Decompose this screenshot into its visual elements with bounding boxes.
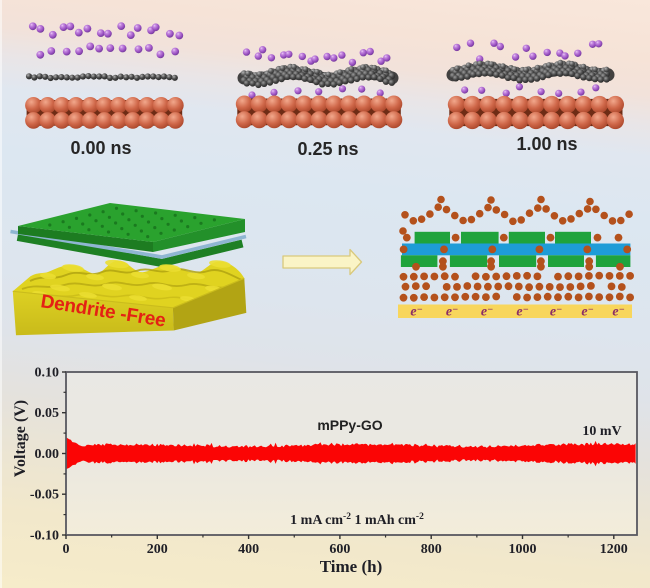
svg-text:0.05: 0.05 [35, 406, 60, 421]
svg-text:600: 600 [329, 542, 350, 557]
svg-text:-0.10: -0.10 [30, 529, 59, 544]
svg-text:0: 0 [63, 542, 70, 557]
svg-text:1.00 ns: 1.00 ns [516, 134, 577, 154]
svg-text:0.10: 0.10 [35, 366, 60, 381]
svg-text:1 mA cm-2 1 mAh cm-2: 1 mA cm-2 1 mAh cm-2 [290, 512, 424, 528]
svg-text:0.25 ns: 0.25 ns [297, 139, 358, 159]
svg-text:-0.05: -0.05 [30, 488, 59, 503]
svg-text:mPPy-GO: mPPy-GO [317, 417, 382, 433]
svg-text:800: 800 [421, 542, 442, 557]
svg-text:0.00 ns: 0.00 ns [70, 138, 131, 158]
svg-text:Time (h): Time (h) [320, 557, 383, 576]
svg-text:200: 200 [147, 542, 168, 557]
svg-text:0.00: 0.00 [35, 447, 60, 462]
svg-text:Voltage (V): Voltage (V) [12, 400, 29, 477]
svg-text:10 mV: 10 mV [582, 424, 621, 439]
svg-text:1200: 1200 [600, 542, 628, 557]
svg-text:400: 400 [238, 542, 259, 557]
svg-text:1000: 1000 [509, 542, 537, 557]
